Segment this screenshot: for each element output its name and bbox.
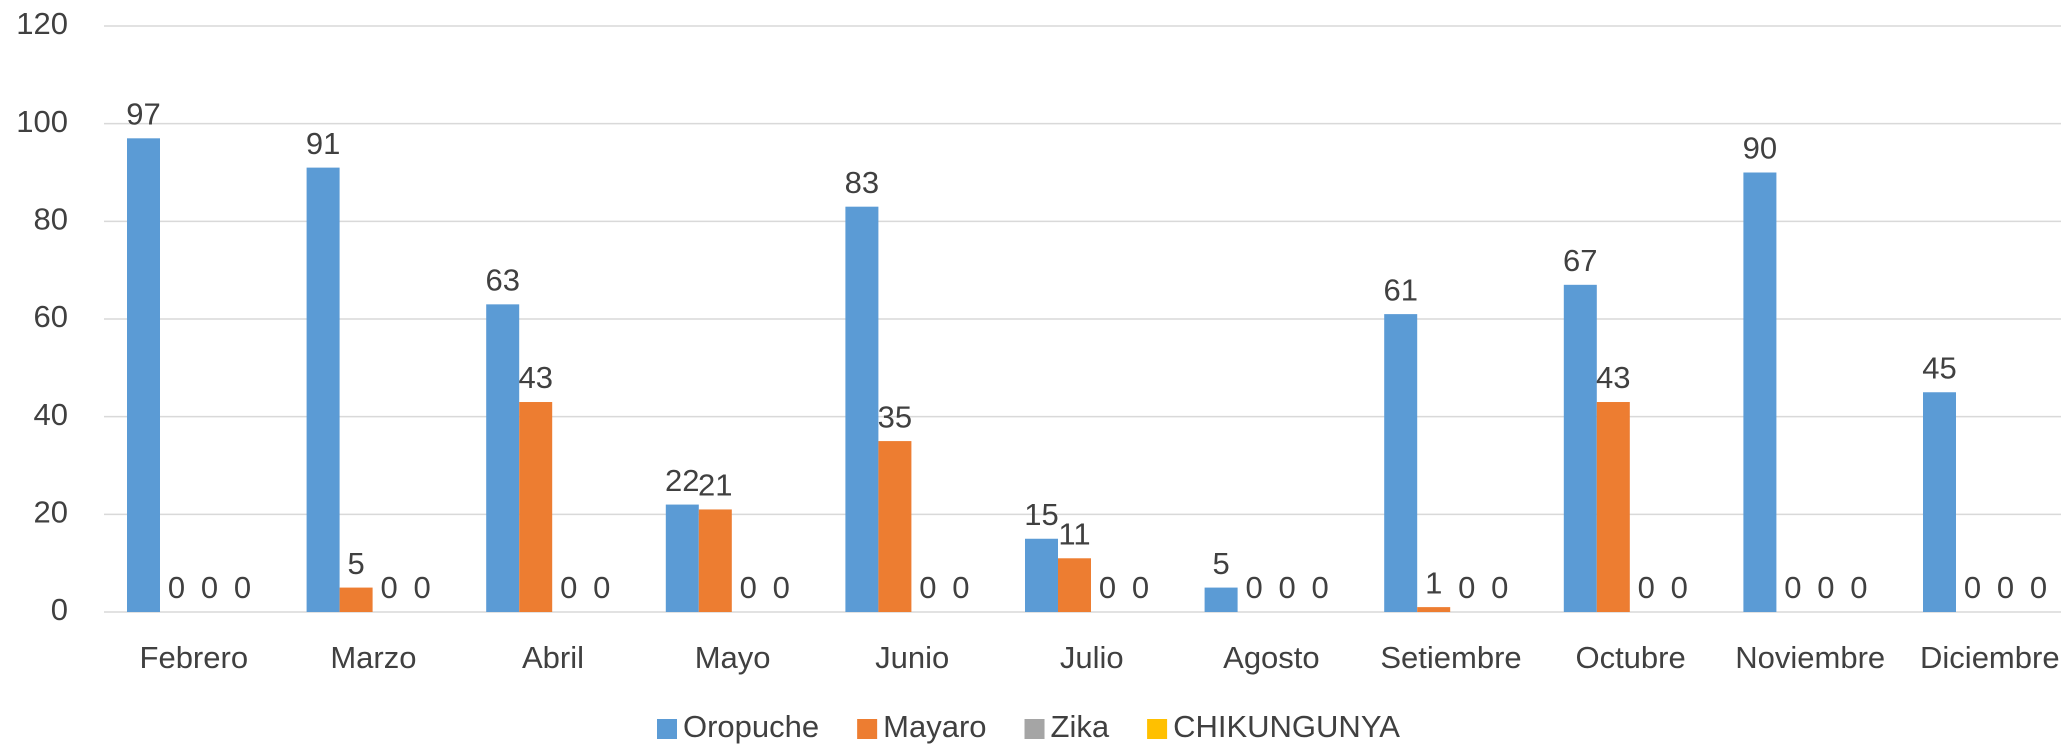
data-label: 67 [1563,243,1597,278]
data-label: 0 [168,570,185,605]
data-label: 0 [773,570,790,605]
bar [1923,392,1956,612]
legend-swatch [657,719,677,739]
y-tick-label: 120 [16,6,68,41]
data-label: 15 [1024,497,1058,532]
x-tick-label: Abril [522,640,584,675]
data-label: 0 [1245,570,1262,605]
bar [698,509,732,612]
data-label: 0 [380,570,397,605]
data-label: 0 [1132,570,1149,605]
data-label: 0 [1850,570,1867,605]
data-label: 43 [1596,360,1630,395]
data-label: 0 [593,570,610,605]
data-label: 5 [347,546,364,581]
bar [1596,402,1630,612]
data-label: 21 [698,468,732,503]
legend-label: Mayaro [883,709,986,744]
y-tick-label: 20 [34,495,68,530]
legend-label: CHIKUNGUNYA [1173,709,1400,744]
legend-swatch [1147,719,1168,739]
bar [486,304,520,612]
data-label: 0 [1099,570,1116,605]
bar [1743,172,1777,612]
data-label: 0 [1638,570,1655,605]
bar [339,587,373,612]
data-label: 11 [1058,516,1090,551]
data-label: 0 [201,570,218,605]
data-label: 0 [952,570,969,605]
data-label: 0 [740,570,757,605]
bar [878,441,912,612]
data-label: 43 [518,360,552,395]
data-label: 90 [1743,131,1777,166]
bar [1417,607,1451,612]
data-label: 83 [845,165,879,200]
data-label: 5 [1212,546,1229,581]
y-tick-label: 0 [51,592,68,627]
data-label: 0 [2030,570,2047,605]
bar [127,138,160,613]
bar [845,206,879,612]
data-label: 0 [1458,570,1475,605]
bar [1563,284,1597,612]
bar [1204,587,1238,612]
data-label: 0 [1997,570,2014,605]
data-label: 0 [1491,570,1508,605]
bar [665,504,699,612]
x-tick-label: Marzo [330,640,416,675]
data-label: 0 [1817,570,1834,605]
bar [1058,558,1091,612]
data-label: 35 [878,399,912,434]
bar [1025,538,1058,612]
data-label: 91 [306,126,340,161]
x-tick-label: Junio [875,640,949,675]
y-tick-label: 60 [34,299,68,334]
data-label: 0 [1278,570,1295,605]
data-label: 0 [1964,570,1981,605]
data-label: 0 [234,570,251,605]
data-label: 0 [1671,570,1688,605]
y-tick-label: 80 [34,202,68,237]
x-tick-label: Diciembre [1920,640,2060,675]
x-tick-label: Julio [1060,640,1124,675]
bar [306,167,340,612]
x-tick-label: Octubre [1575,640,1685,675]
legend-label: Zika [1051,709,1110,744]
x-tick-label: Setiembre [1380,640,1521,675]
legend-swatch [857,719,878,739]
data-label: 0 [1311,570,1328,605]
bar [519,402,553,612]
legend-label: Oropuche [683,709,819,744]
x-tick-label: Noviembre [1735,640,1885,675]
data-label: 0 [560,570,577,605]
data-label: 22 [665,463,699,498]
y-tick-label: 40 [34,397,68,432]
legend-swatch [1024,719,1045,739]
data-label: 97 [126,97,160,132]
y-tick-label: 100 [16,104,68,139]
data-label: 0 [413,570,430,605]
data-label: 63 [485,263,519,298]
x-tick-label: Febrero [140,640,249,675]
data-label: 0 [919,570,936,605]
x-tick-label: Agosto [1223,640,1320,675]
data-label: 61 [1383,272,1417,307]
data-label: 1 [1425,565,1442,600]
bar [1384,314,1418,612]
data-label: 45 [1922,350,1956,385]
x-tick-label: Mayo [695,640,771,675]
data-label: 0 [1784,570,1801,605]
